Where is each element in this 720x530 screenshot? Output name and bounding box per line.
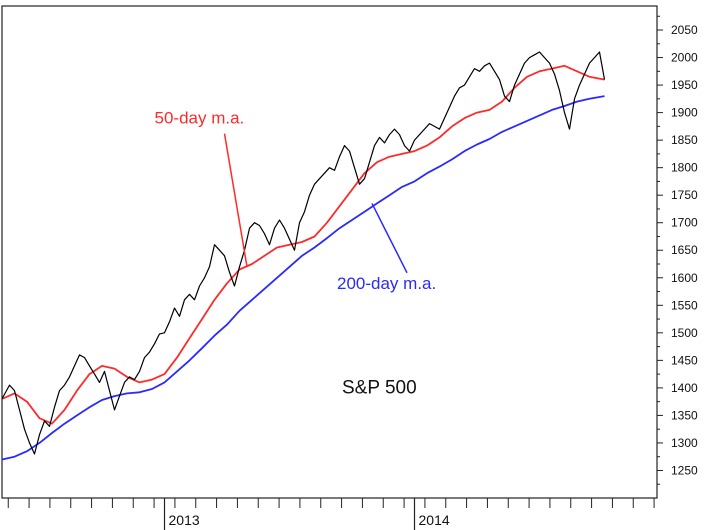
y-tick-label: 1550 [671,298,698,312]
price-line [1,51,606,455]
y-tick-label: 1400 [671,381,698,395]
y-axis: 1250 1300 1350 1400 1450 1500 1550 1600 1650 1700… [657,15,698,485]
y-tick-label: 2050 [671,23,698,37]
y-tick-label: 1500 [671,326,698,340]
y-tick-label: 1300 [671,436,698,450]
chart-title: S&P 500 [342,377,417,398]
annotation-layer: 50-day m.a. 200-day m.a. S&P 500 [155,109,437,399]
y-tick-label: 1350 [671,408,698,422]
annotation-label-200-day: 200-day m.a. [337,274,436,293]
y-tick-label: 2000 [671,51,698,65]
series-layer [1,51,606,461]
ma-50-line [1,64,605,425]
y-tick-label: 1900 [671,106,698,120]
plot-border [1,5,658,499]
y-tick-label: 1600 [671,271,698,285]
y-tick-label: 1700 [671,216,698,230]
x-tick-label: 2014 [419,512,450,528]
y-tick-label: 1800 [671,161,698,175]
ma-200-line [1,95,605,461]
annotation-arrow-200-day [371,203,408,274]
y-tick-label: 1450 [671,353,698,367]
y-tick-label: 1950 [671,78,698,92]
y-tick-label: 1750 [671,188,698,202]
annotation-arrow-50-day [223,133,248,267]
y-tick-label: 1250 [671,463,698,477]
y-tick-label: 1650 [671,243,698,257]
y-tick-label: 1850 [671,133,698,147]
x-tick-label: 2013 [169,512,200,528]
annotation-label-50-day: 50-day m.a. [155,109,245,128]
x-axis: 2013 2014 [7,498,655,530]
plot-frame [1,5,658,499]
